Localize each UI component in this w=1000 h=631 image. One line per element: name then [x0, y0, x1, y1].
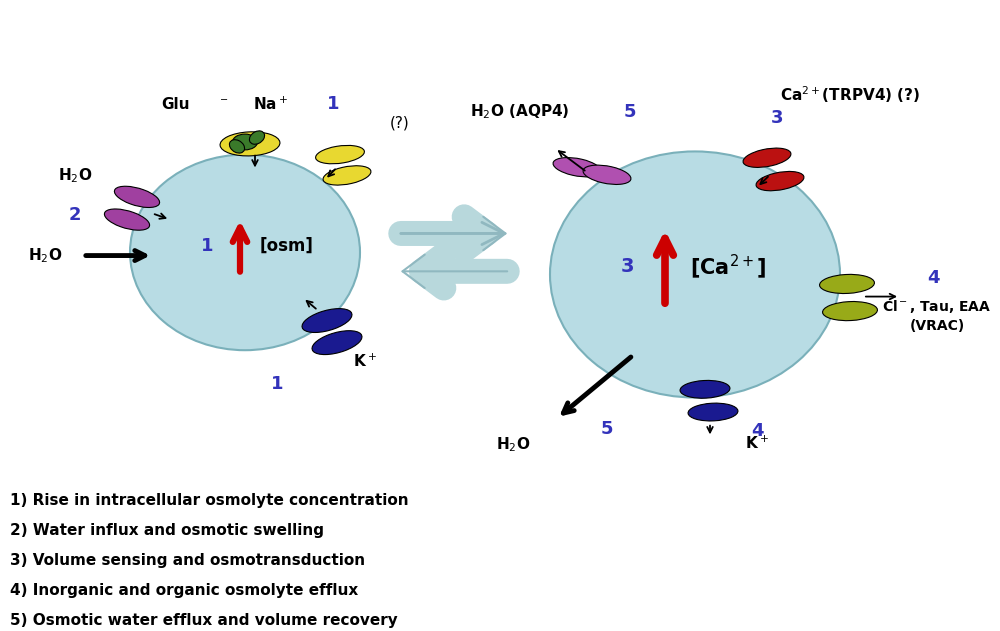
Text: 4: 4 — [751, 422, 763, 440]
Ellipse shape — [583, 165, 631, 184]
Text: 1: 1 — [201, 237, 213, 255]
Text: (?): (?) — [390, 115, 410, 131]
Text: 1) Rise in intracellular osmolyte concentration: 1) Rise in intracellular osmolyte concen… — [10, 493, 409, 508]
Text: 5) Osmotic water efflux and volume recovery: 5) Osmotic water efflux and volume recov… — [10, 613, 398, 628]
Text: Na$^+$: Na$^+$ — [253, 95, 288, 113]
Text: 1: 1 — [327, 95, 339, 113]
Ellipse shape — [743, 148, 791, 167]
Ellipse shape — [229, 139, 245, 153]
Text: 5: 5 — [601, 420, 613, 438]
Text: H$_2$O: H$_2$O — [58, 166, 92, 185]
Text: 3: 3 — [620, 257, 634, 276]
Ellipse shape — [104, 209, 150, 230]
Text: 4: 4 — [927, 269, 939, 286]
Ellipse shape — [756, 172, 804, 191]
Text: 3) Volume sensing and osmotransduction: 3) Volume sensing and osmotransduction — [10, 553, 365, 568]
Ellipse shape — [553, 158, 601, 177]
Ellipse shape — [220, 132, 280, 156]
Ellipse shape — [312, 331, 362, 355]
Text: 2) Water influx and osmotic swelling: 2) Water influx and osmotic swelling — [10, 522, 324, 538]
Ellipse shape — [820, 274, 874, 293]
Text: Ca$^{2+}$(TRPV4) (?): Ca$^{2+}$(TRPV4) (?) — [780, 85, 920, 105]
Ellipse shape — [316, 145, 364, 164]
Text: $^-$: $^-$ — [217, 96, 228, 110]
Text: 4) Inorganic and organic osmolyte efflux: 4) Inorganic and organic osmolyte efflux — [10, 583, 358, 598]
Text: Cl$^-$, Tau, EAA: Cl$^-$, Tau, EAA — [882, 298, 992, 314]
Ellipse shape — [823, 302, 877, 321]
Text: 3: 3 — [771, 109, 783, 127]
FancyArrowPatch shape — [401, 217, 486, 250]
Text: H$_2$O: H$_2$O — [496, 435, 530, 454]
Text: 1: 1 — [271, 375, 283, 392]
Ellipse shape — [302, 309, 352, 333]
Text: (VRAC): (VRAC) — [909, 319, 965, 333]
Ellipse shape — [232, 134, 258, 150]
Text: K$^+$: K$^+$ — [353, 352, 377, 370]
Ellipse shape — [680, 380, 730, 398]
Text: 5: 5 — [624, 103, 636, 121]
Text: [Ca$^{2+}$]: [Ca$^{2+}$] — [690, 252, 767, 281]
Ellipse shape — [550, 151, 840, 398]
Ellipse shape — [114, 186, 160, 208]
Ellipse shape — [249, 131, 265, 144]
Text: K$^+$: K$^+$ — [745, 435, 769, 452]
Ellipse shape — [688, 403, 738, 421]
Text: Glu: Glu — [162, 97, 190, 112]
FancyArrowPatch shape — [422, 255, 507, 288]
Ellipse shape — [130, 155, 360, 350]
Ellipse shape — [323, 166, 371, 185]
Text: [osm]: [osm] — [260, 237, 314, 255]
Text: H$_2$O (AQP4): H$_2$O (AQP4) — [470, 102, 570, 121]
Text: H$_2$O: H$_2$O — [28, 246, 62, 265]
Text: 2: 2 — [69, 206, 81, 223]
